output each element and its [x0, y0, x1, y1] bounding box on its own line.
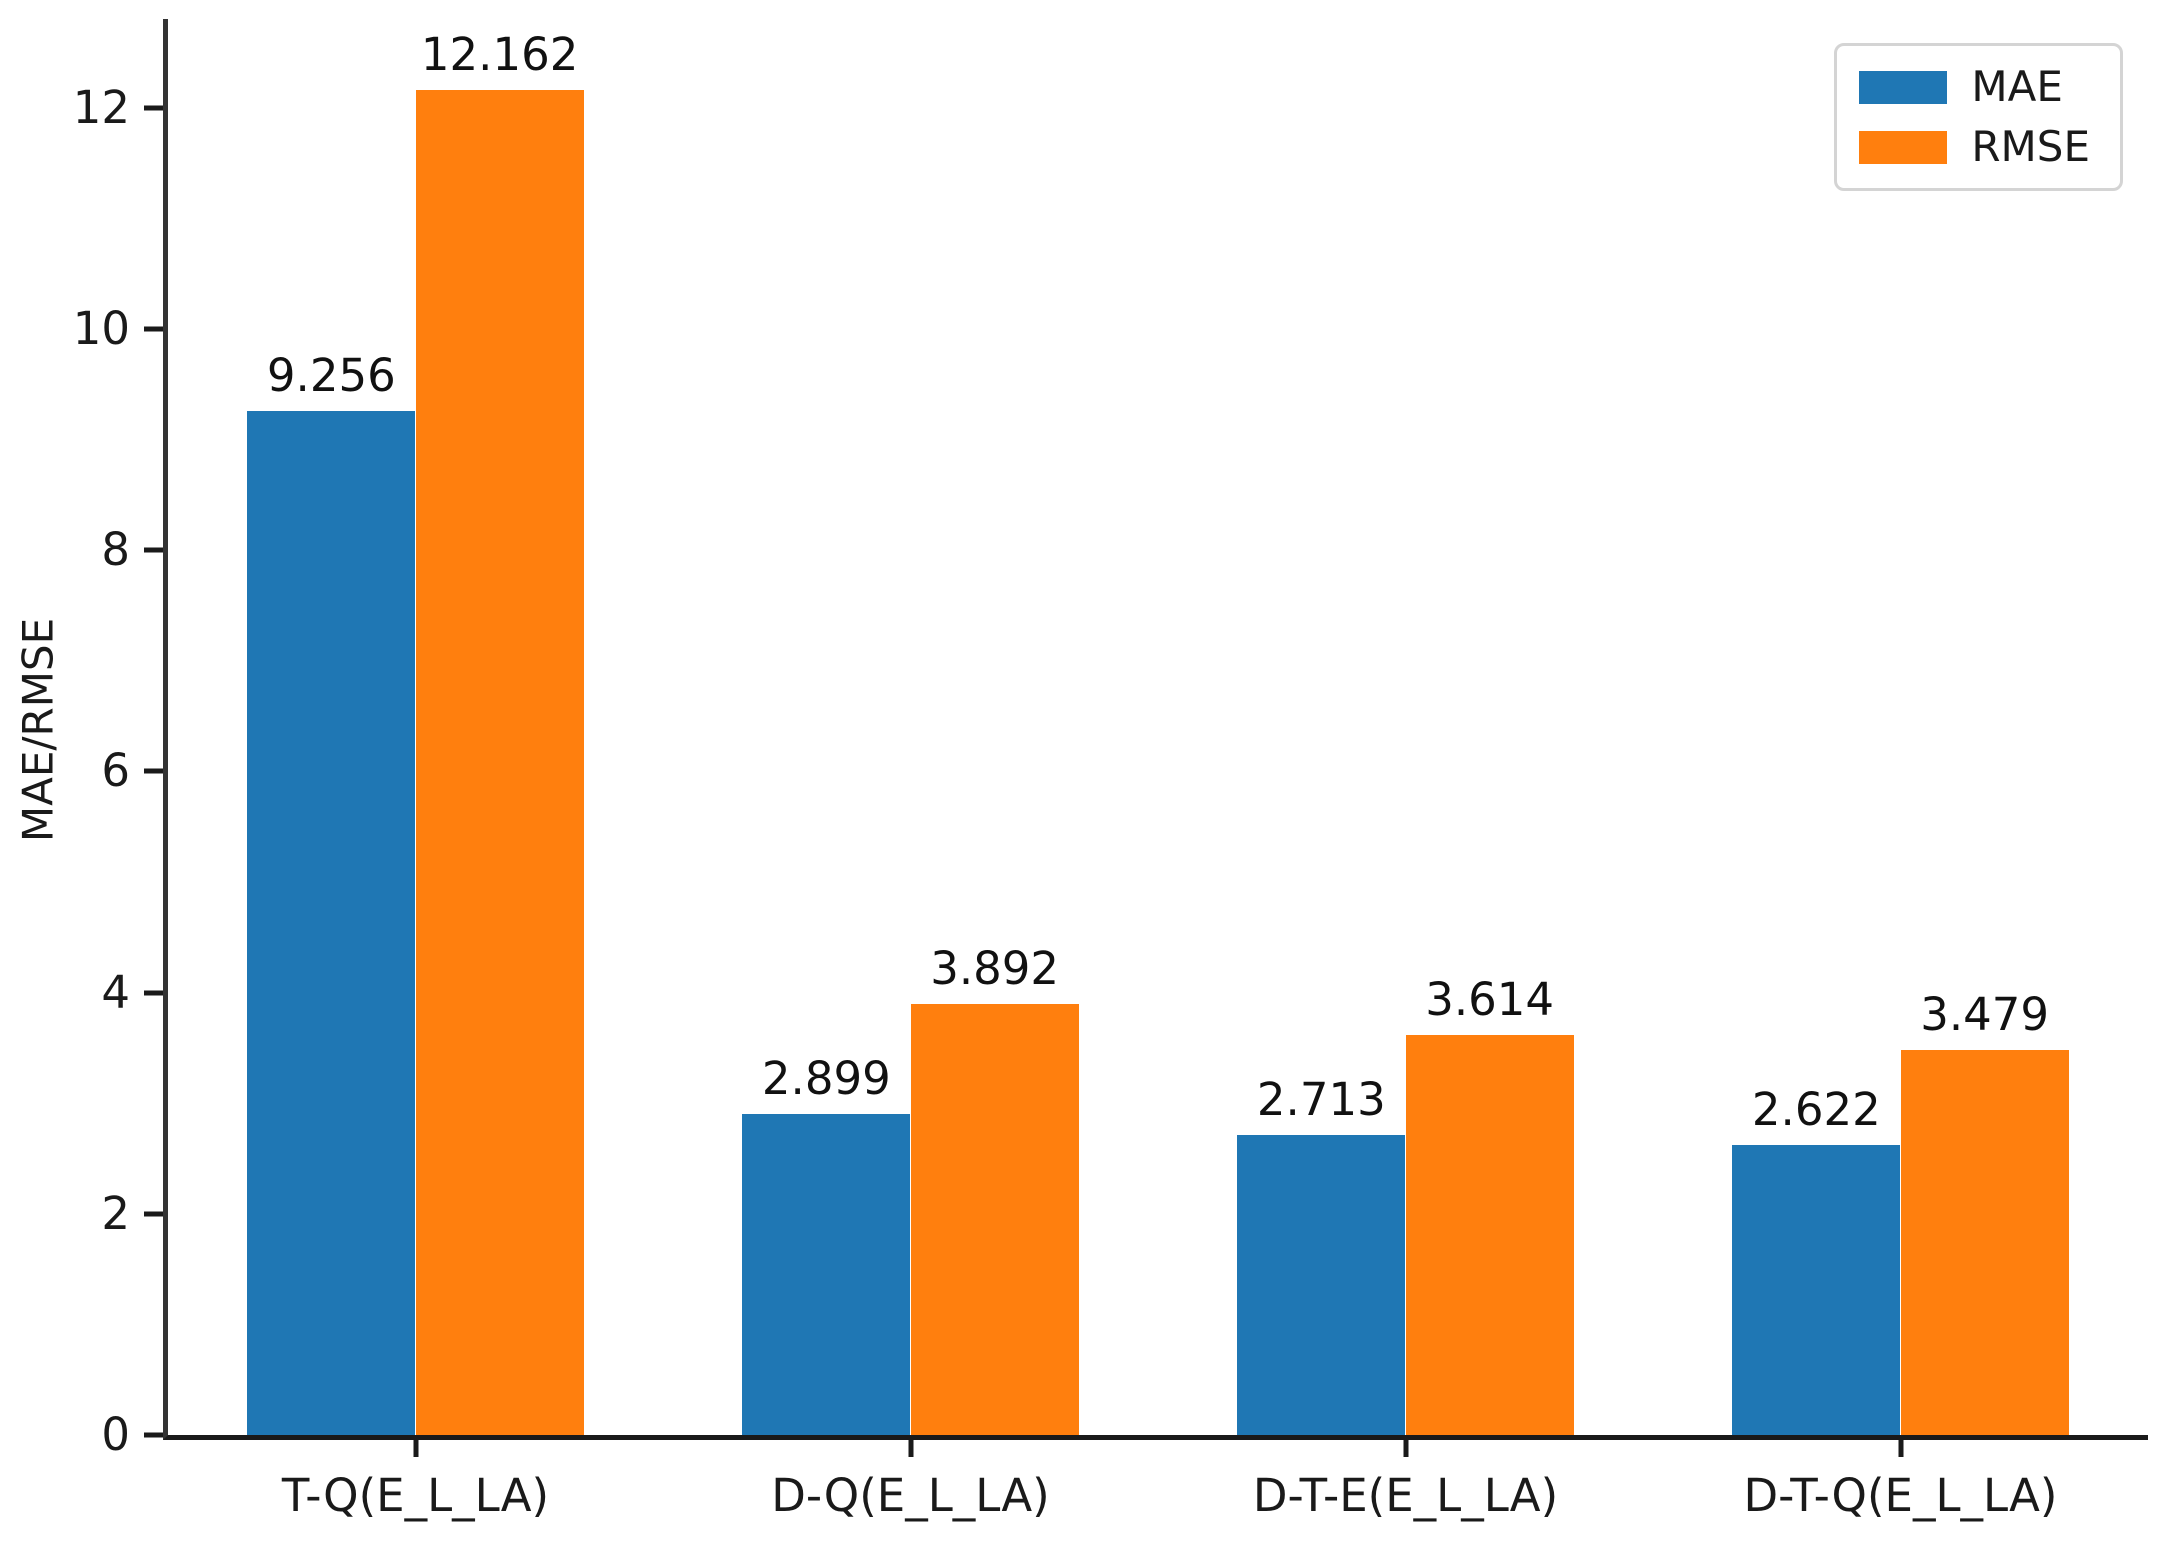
x-tick-mark: [413, 1440, 418, 1457]
x-tick-mark: [908, 1440, 913, 1457]
bar-group: 9.256 12.162 T-Q(E_L_LA): [168, 19, 663, 1522]
bar-value-label: 12.162: [420, 27, 579, 81]
legend-label: RMSE: [1971, 122, 2090, 171]
rmse-bar: 3.614: [1405, 973, 1574, 1435]
rmse-legend-swatch: [1859, 130, 1948, 164]
mae-bar: 2.713: [1237, 1073, 1406, 1435]
y-tick-mark: [144, 768, 163, 774]
mae-legend-swatch: [1859, 70, 1948, 104]
bar-value-label: 3.892: [930, 942, 1060, 996]
x-tick-label: D-T-E(E_L_LA): [1252, 1469, 1559, 1522]
bar-group: 2.622 3.479 D-T-Q(E_L_LA): [1653, 19, 2148, 1522]
x-tick-mark: [1403, 1440, 1408, 1457]
y-tick-mark: [144, 990, 163, 995]
rmse-bar: 3.479: [1900, 988, 2069, 1435]
bar-value-label: 2.899: [761, 1052, 891, 1106]
legend-entry: RMSE: [1859, 126, 2090, 168]
bar-group: 2.713 3.614 D-T-E(E_L_LA): [1158, 19, 1653, 1522]
x-tick-label: D-Q(E_L_LA): [771, 1469, 1050, 1522]
bar-groups: 9.256 12.162 T-Q(E_L_LA) 2.899 3.892 D-Q(E_L_…: [168, 19, 2148, 1522]
rmse-bar: 3.892: [910, 942, 1079, 1435]
bar-value-label: 3.479: [1920, 988, 2050, 1042]
mae-bar: 2.622: [1732, 1083, 1901, 1435]
mae-bar: 2.899: [742, 1052, 911, 1435]
bar-value-label: 2.713: [1256, 1072, 1386, 1126]
bar-value-label: 2.622: [1751, 1082, 1881, 1136]
y-tick-mark: [144, 547, 163, 553]
y-tick-mark: [144, 326, 163, 332]
bar-value-label: 3.614: [1425, 973, 1555, 1027]
y-tick-mark: [144, 1432, 163, 1438]
mae-bar: 9.256: [247, 349, 416, 1435]
plot-area: 0 2 4 6 8 10 12 9.256 12.162 T-Q(E_L_LA) 2.899 3.8…: [73, 19, 2148, 1522]
legend-entry: MAE: [1859, 66, 2090, 108]
x-tick-label: T-Q(E_L_LA): [281, 1469, 550, 1522]
y-tick-mark: [144, 1211, 163, 1217]
x-tick-label: D-T-Q(E_L_LA): [1743, 1469, 2058, 1522]
rmse-bar: 12.162: [415, 28, 584, 1435]
y-tick-mark: [144, 105, 163, 110]
y-axis-title: MAE/RMSE: [13, 617, 63, 843]
bar-group: 2.899 3.892 D-Q(E_L_LA): [663, 19, 1158, 1522]
x-tick-mark: [1898, 1440, 1903, 1457]
legend-label: MAE: [1971, 62, 2063, 111]
legend: MAE RMSE: [1834, 43, 2123, 191]
bar-value-label: 9.256: [266, 349, 396, 403]
